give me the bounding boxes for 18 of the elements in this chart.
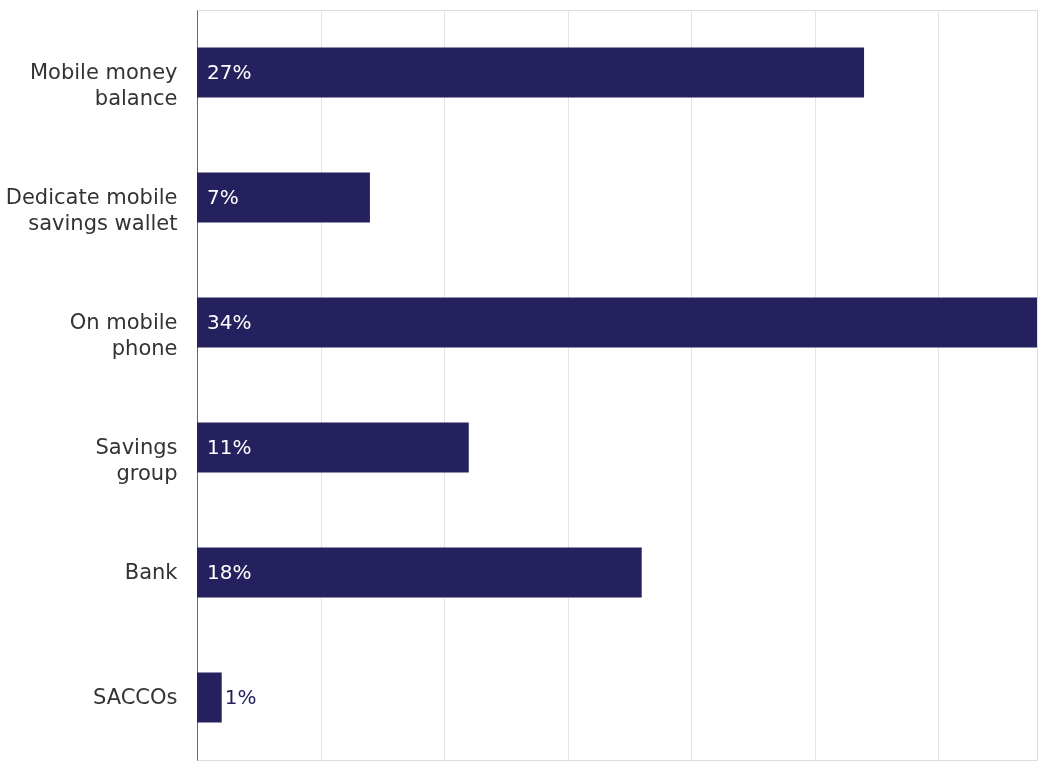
data-label: 1%: [224, 684, 257, 709]
y-tick-label: Mobile money balance: [29, 59, 178, 110]
bar: [197, 547, 642, 598]
bar: [197, 422, 469, 473]
y-tick-label: On mobile phone: [69, 309, 178, 360]
data-label: 27%: [207, 59, 252, 84]
bar: [197, 47, 865, 98]
y-tick-label: Bank: [124, 559, 179, 584]
bar: [197, 297, 1037, 348]
y-tick-label: Savings group: [95, 434, 178, 485]
bar: [197, 672, 222, 723]
data-label: 34%: [207, 309, 252, 334]
data-label: 7%: [207, 184, 239, 209]
y-tick-label: Dedicate mobile savings wallet: [5, 184, 178, 235]
data-label: 11%: [207, 434, 252, 459]
bar: [197, 172, 370, 223]
y-tick-label: SACCOs: [92, 684, 178, 709]
data-label: 18%: [207, 559, 252, 584]
